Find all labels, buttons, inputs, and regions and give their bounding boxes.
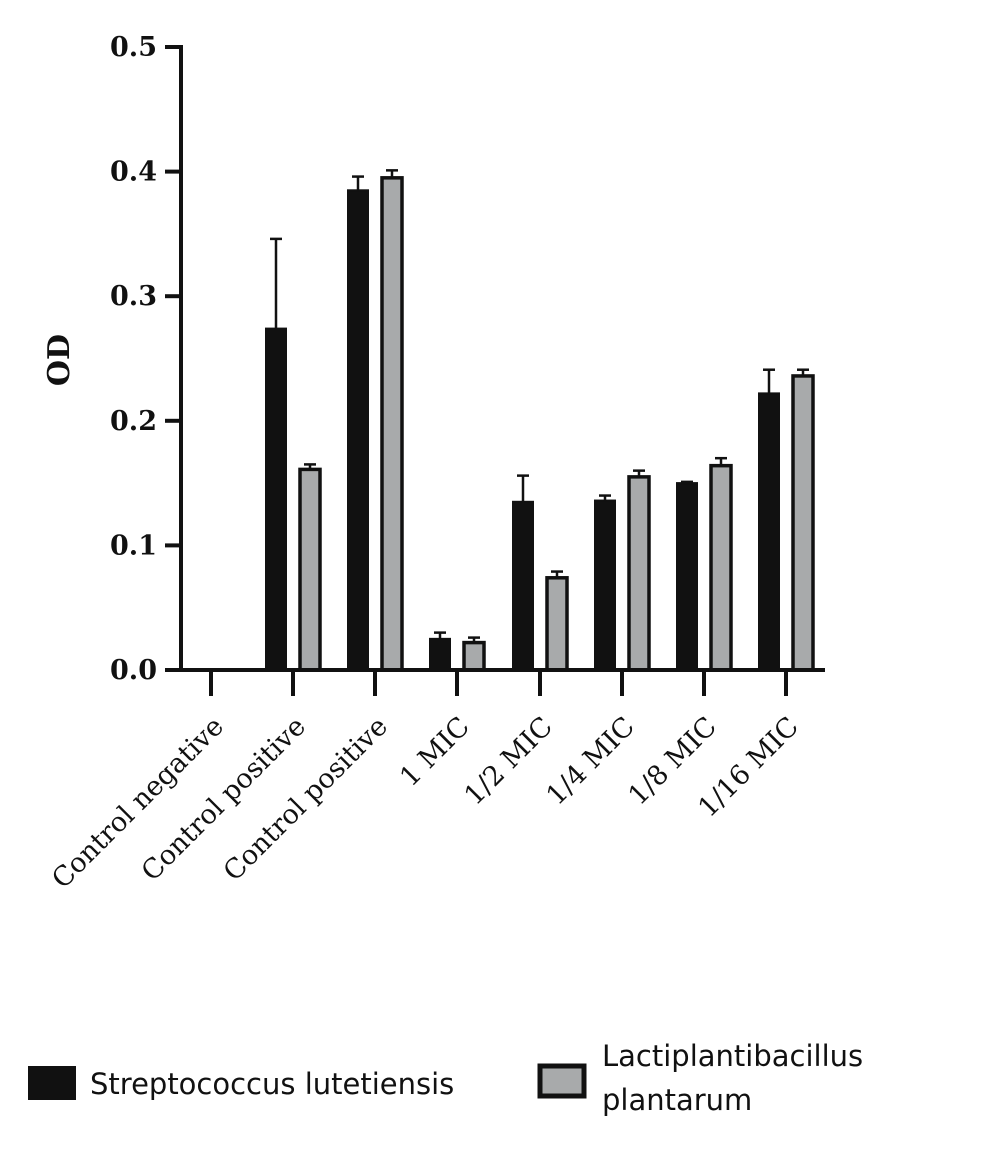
bar-lactiplantibacillus-3 [380,176,404,672]
y-tick-label-1: 0.1 [110,530,157,561]
y-tick-label-2: 0.2 [110,406,157,437]
bar-streptococcus-5 [512,500,534,672]
bar-streptococcus-8 [758,392,780,671]
legend-label-lactiplantibacillus-line1: Lactiplantibacillus [602,1039,863,1073]
x-category-label-4: 1 MIC [394,711,476,793]
y-tick-label-3: 0.3 [110,281,157,312]
bar-lactiplantibacillus-6 [627,475,651,672]
y-axis-label: OD [42,334,77,386]
bar-lactiplantibacillus-8 [791,374,815,672]
bar-streptococcus-3 [347,189,369,671]
legend-label-streptococcus: Streptococcus lutetiensis [90,1067,454,1101]
bar-streptococcus-2 [265,327,287,671]
bar-streptococcus-6 [594,499,616,671]
y-tick-label-4: 0.4 [110,157,157,188]
bars-group [265,169,815,672]
bar-lactiplantibacillus-2 [298,467,322,672]
bar-lactiplantibacillus-4 [462,640,486,672]
bar-lactiplantibacillus-5 [545,576,569,672]
legend-label-lactiplantibacillus-line2: plantarum [602,1083,752,1117]
x-category-label-5: 1/2 MIC [459,711,559,811]
bar-lactiplantibacillus-7 [709,463,733,672]
bar-streptococcus-7 [676,482,698,671]
legend: Streptococcus lutetiensis Lactiplantibac… [28,1039,863,1117]
bar-streptococcus-4 [429,637,451,671]
y-tick-label-0: 0.0 [110,655,157,686]
legend-swatch-lactiplantibacillus [537,1063,587,1099]
y-tick-label-5: 0.5 [110,32,157,63]
legend-swatch-streptococcus [28,1066,76,1100]
x-category-label-6: 1/4 MIC [541,711,641,811]
